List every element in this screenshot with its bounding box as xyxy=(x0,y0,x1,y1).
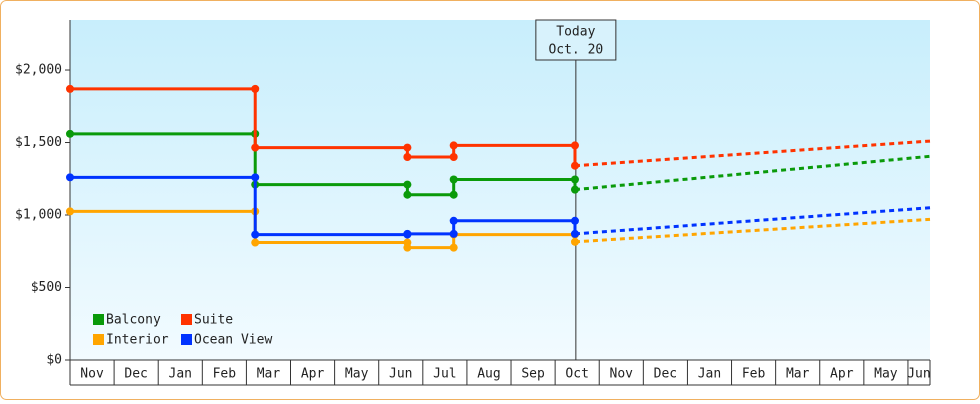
legend-label: Suite xyxy=(194,313,233,328)
legend-swatch xyxy=(93,334,104,345)
point xyxy=(403,180,412,189)
point xyxy=(403,190,412,199)
point xyxy=(66,173,74,182)
x-tick-label: Aug xyxy=(477,367,500,382)
point xyxy=(449,190,458,199)
point xyxy=(251,143,260,152)
point xyxy=(251,238,260,247)
point xyxy=(449,229,458,238)
legend-label: Balcony xyxy=(106,313,161,328)
x-tick-label: Nov xyxy=(610,367,634,382)
point xyxy=(449,141,458,150)
today-label: Today xyxy=(556,25,595,40)
x-tick-label: Sep xyxy=(521,367,545,382)
x-tick-label: Jun xyxy=(907,367,930,382)
point xyxy=(66,129,74,138)
x-tick-label: Apr xyxy=(830,367,854,382)
x-tick-label: Apr xyxy=(301,367,325,382)
point xyxy=(403,229,412,238)
point xyxy=(570,161,579,170)
y-tick-label: $1,000 xyxy=(15,208,62,223)
x-tick-label: Oct xyxy=(565,367,588,382)
x-tick-label: Feb xyxy=(742,367,766,382)
point xyxy=(449,216,458,225)
x-tick-label: Jun xyxy=(389,367,412,382)
point xyxy=(570,229,579,238)
point xyxy=(251,173,260,182)
y-tick-label: $0 xyxy=(46,353,62,368)
point xyxy=(570,175,579,184)
point xyxy=(251,230,260,239)
x-tick-label: Jan xyxy=(169,367,192,382)
point xyxy=(449,175,458,184)
y-tick-label: $2,000 xyxy=(15,63,62,78)
plot-area xyxy=(70,20,930,360)
point xyxy=(570,216,579,225)
x-tick-label: Mar xyxy=(786,367,810,382)
x-tick-label: May xyxy=(345,367,369,382)
point xyxy=(251,84,260,93)
x-tick-label: Jan xyxy=(698,367,721,382)
point xyxy=(403,153,412,162)
point xyxy=(403,243,412,252)
legend-swatch xyxy=(93,314,104,325)
point xyxy=(66,84,74,93)
legend-label: Interior xyxy=(106,333,169,348)
x-tick-label: Nov xyxy=(80,367,104,382)
y-tick-label: $1,500 xyxy=(15,135,62,150)
x-tick-label: May xyxy=(874,367,898,382)
y-tick-label: $500 xyxy=(31,280,62,295)
x-tick-label: Mar xyxy=(257,367,281,382)
point xyxy=(570,141,579,150)
point xyxy=(449,243,458,252)
legend-label: Ocean View xyxy=(194,333,272,348)
point xyxy=(570,185,579,194)
projection-line xyxy=(574,154,931,192)
x-tick-label: Dec xyxy=(654,367,677,382)
x-tick-label: Jul xyxy=(433,367,456,382)
point xyxy=(449,153,458,162)
point xyxy=(66,207,74,216)
legend-swatch xyxy=(181,314,192,325)
x-tick-label: Feb xyxy=(213,367,237,382)
point xyxy=(403,143,412,152)
point xyxy=(570,237,579,246)
x-tick-label: Dec xyxy=(124,367,147,382)
legend-swatch xyxy=(181,334,192,345)
today-box xyxy=(535,19,617,61)
today-label: Oct. 20 xyxy=(548,43,603,58)
